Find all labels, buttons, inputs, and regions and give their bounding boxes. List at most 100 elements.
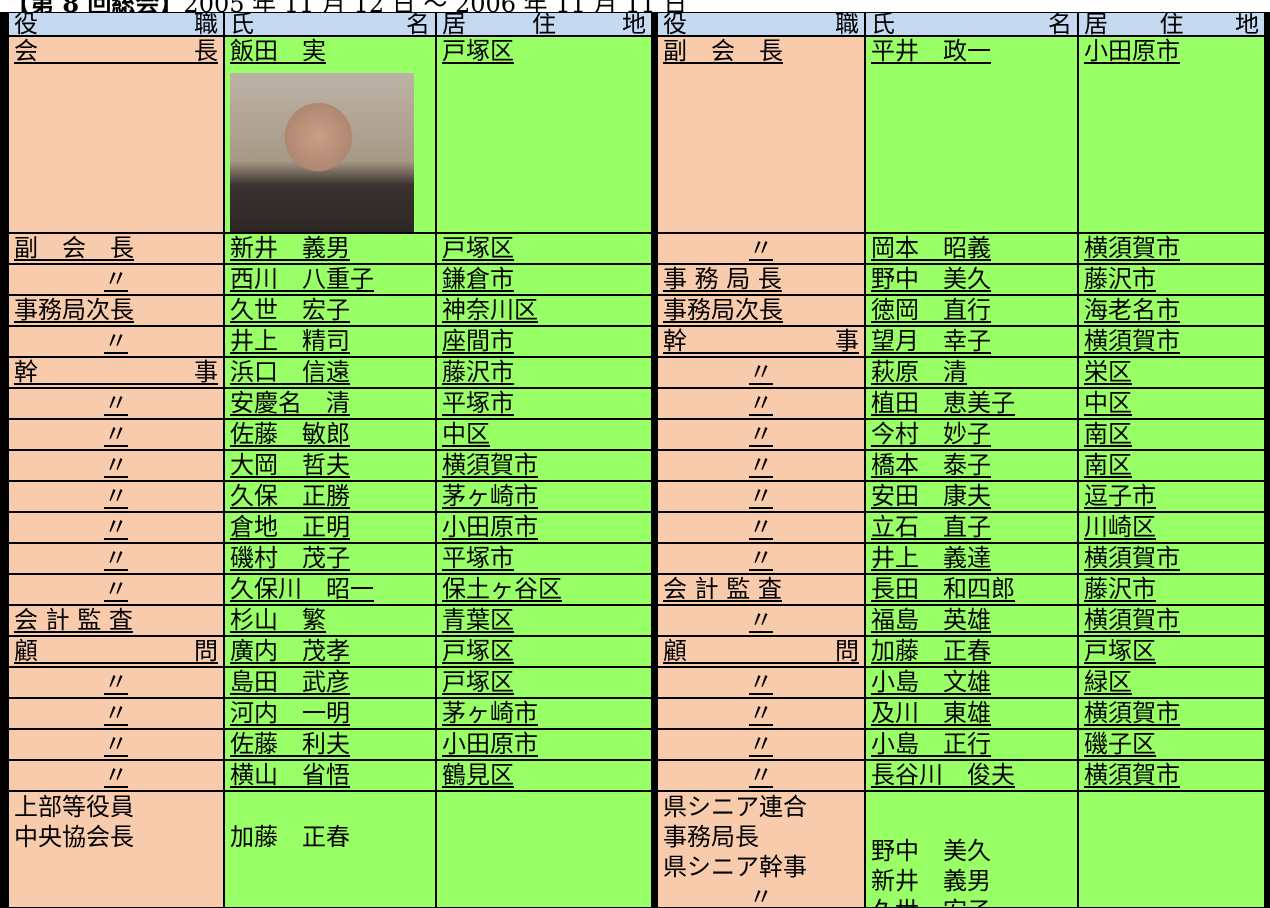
table-cell: 〃 [9,544,223,573]
table-cell: 久世 宏子 [225,296,435,325]
cell-text: 〃 [749,234,773,262]
table-cell: 平井 政一 [866,37,1077,232]
table-cell: 廣内 茂孝 [225,637,435,666]
cell-text: 保土ヶ谷区 [442,575,562,603]
officials-text: 加藤 正春 [230,823,350,851]
cell-text: 久保 正勝 [230,482,350,510]
table-cell: 及川 東雄 [866,699,1077,728]
cell-text: 磯村 茂子 [230,544,350,572]
header-cell: 氏名 [225,13,435,35]
table-cell: 〃 [9,451,223,480]
table-cell: 新井 義男 [225,234,435,263]
cell-text: 大岡 哲夫 [230,451,350,479]
cell-text: 立石 直子 [871,513,991,541]
cell-text: 小田原市 [1084,37,1180,65]
table-cell: 岡本 昭義 [866,234,1077,263]
officials-text: 事務局長 [663,823,759,851]
photo [230,73,414,232]
officials-text: 野中 美久 [871,837,991,865]
table-cell: 会長 [9,37,223,232]
cell-text: 今村 妙子 [871,420,991,448]
cell-text: 幹事 [14,358,218,386]
table-cell: 〃 [9,668,223,697]
cell-text: 横山 省悟 [230,761,350,789]
cell-text: 〃 [749,668,773,696]
table-cell: 幹事 [9,358,223,387]
table-cell: 茅ヶ崎市 [437,482,651,511]
table-cell: 野中 美久 [866,265,1077,294]
table-cell: 戸塚区 [437,637,651,666]
cell-text: 〃 [749,482,773,510]
table-cell: 副 会 長 [658,37,864,232]
header-text: 居住地 [442,13,646,35]
cell-text: 倉地 正明 [230,513,350,541]
cell-text: 〃 [104,420,128,448]
table-cell: 〃 [658,358,864,387]
cell-text: 藤沢市 [442,358,514,386]
cell-text: 小島 正行 [871,730,991,758]
table-cell: 長谷川 俊夫 [866,761,1077,790]
table-cell: 島田 武彦 [225,668,435,697]
cell-text: 〃 [749,544,773,572]
cell-text: 〃 [104,265,128,293]
table-cell: 加藤 正春 [866,637,1077,666]
table-cell: 南区 [1079,420,1264,449]
cell-text: 茅ヶ崎市 [442,699,538,727]
table-cell: 倉地 正明 [225,513,435,542]
cell-text: 横須賀市 [1084,699,1180,727]
table-cell: 〃 [9,730,223,759]
table-cell: 〃 [9,265,223,294]
table-cell: 西川 八重子 [225,265,435,294]
cell-text: 〃 [104,513,128,541]
table-cell: 橋本 泰子 [866,451,1077,480]
cell-text: 藤沢市 [1084,265,1156,293]
table-cell: 植田 恵美子 [866,389,1077,418]
table-cell: 鶴見区 [437,761,651,790]
header-text: 居住地 [1084,13,1259,35]
table-cell: 磯子区 [1079,730,1264,759]
table-cell: 〃 [658,234,864,263]
cell-text: 横須賀市 [442,451,538,479]
table-cell: 〃 [658,482,864,511]
officials-cell: 上部等役員 中央協会長 [9,792,223,907]
cell-text: 戸塚区 [442,637,514,665]
table-cell: 藤沢市 [437,358,651,387]
cell-text: 事務局次長 [663,296,783,324]
officials-cell [437,792,651,907]
table-cell: 戸塚区 [1079,637,1264,666]
header-cell: 氏名 [866,13,1077,35]
cell-text: 横須賀市 [1084,606,1180,634]
table-cell: 海老名市 [1079,296,1264,325]
cell-text: 藤沢市 [1084,575,1156,603]
table-cell: 横山 省悟 [225,761,435,790]
table-cell: 幹事 [658,327,864,356]
cell-text: 〃 [104,451,128,479]
cell-text: 浜口 信遠 [230,358,350,386]
table-cell: 鎌倉市 [437,265,651,294]
header-cell: 居住地 [1079,13,1264,35]
header-text: 氏名 [230,13,430,35]
table-cell: 会 計 監 査 [658,575,864,604]
cell-text: 安慶名 清 [230,389,350,417]
table-cell: 戸塚区 [437,668,651,697]
cell-text: 〃 [749,606,773,634]
officials-text: 県シニア連合 [663,793,807,821]
cell-text: 栄区 [1084,358,1132,386]
table-cell: 座間市 [437,327,651,356]
table-cell: 横須賀市 [1079,234,1264,263]
cell-text: 久世 宏子 [230,296,350,324]
table-cell: 〃 [658,544,864,573]
table-cell: 〃 [658,730,864,759]
table-cell: 浜口 信遠 [225,358,435,387]
table-cell: 〃 [658,420,864,449]
cell-text: 幹事 [663,327,859,355]
cell-text: 鶴見区 [442,761,514,789]
cell-text: 逗子市 [1084,482,1156,510]
table-cell: 事 務 局 長 [658,265,864,294]
cell-text: 福島 英雄 [871,606,991,634]
table-cell: 今村 妙子 [866,420,1077,449]
cell-text: 井上 義達 [871,544,991,572]
officials-text: 久世 宏子 [871,897,991,907]
cell-text: 緑区 [1084,668,1132,696]
